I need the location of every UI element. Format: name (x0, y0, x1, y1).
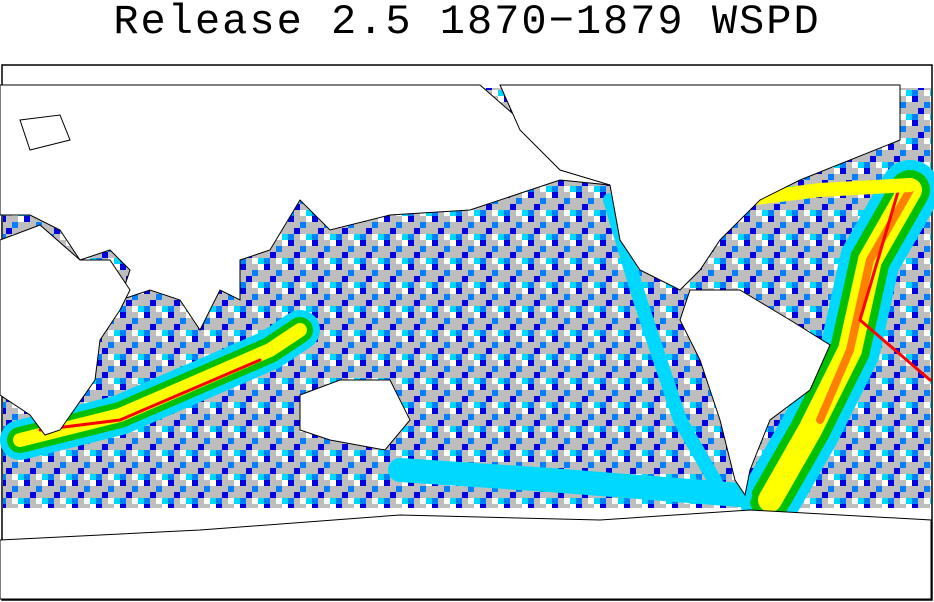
map-title: Release 2.5 1870−1879 WSPD (113, 0, 821, 46)
continents (0, 84, 932, 600)
